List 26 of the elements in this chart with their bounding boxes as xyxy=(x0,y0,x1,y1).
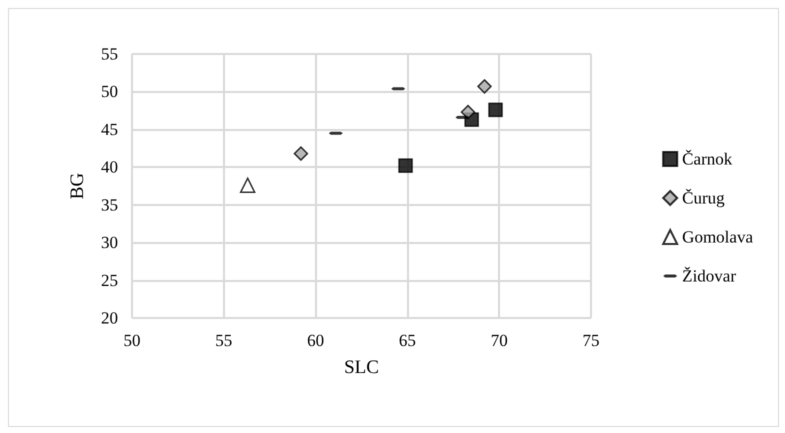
y-tick-label: 35 xyxy=(101,195,118,214)
x-axis-title: SLC xyxy=(344,357,379,378)
x-tick-label: 55 xyxy=(215,331,232,350)
x-tick-label: 60 xyxy=(307,331,324,350)
point xyxy=(477,79,492,94)
legend-label: Čarnok xyxy=(682,150,733,168)
y-tick-label: 25 xyxy=(101,270,118,290)
y-tick-label: 30 xyxy=(101,233,118,252)
legend-label: Čurug xyxy=(682,188,726,208)
x-tick-label: 65 xyxy=(398,331,416,350)
y-tick-label: 40 xyxy=(101,158,118,177)
point xyxy=(398,158,413,173)
y-axis-title: BG xyxy=(67,172,88,200)
x-tick-label: 75 xyxy=(582,331,600,350)
legend-label: Židovar xyxy=(682,266,736,286)
legend-label: Gomolava xyxy=(682,228,754,246)
x-tick-label: 70 xyxy=(490,331,508,350)
y-tick-label: 55 xyxy=(101,44,118,64)
y-tick-label: 45 xyxy=(101,120,118,139)
point xyxy=(488,102,503,118)
point xyxy=(460,104,476,120)
y-tick-label: 20 xyxy=(101,308,118,328)
point xyxy=(294,146,308,161)
y-tick-label: 50 xyxy=(101,82,118,102)
x-tick-label: 50 xyxy=(124,331,140,350)
point xyxy=(240,177,256,193)
